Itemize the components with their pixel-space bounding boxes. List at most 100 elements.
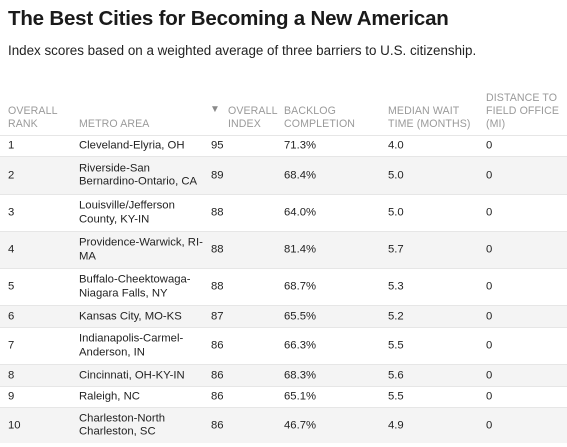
- metro-area-line: Charleston, SC: [79, 425, 156, 438]
- overall-index-cell: 86: [211, 339, 224, 352]
- overall-index-cell: 86: [211, 390, 224, 403]
- rank-cell: 9: [8, 390, 15, 403]
- metro-area-cell: Providence-Warwick, RI- MA: [79, 237, 209, 264]
- distance-cell: 0: [486, 206, 493, 219]
- rank-cell: 10: [8, 418, 21, 431]
- metro-area-line: Charleston-North: [79, 412, 166, 424]
- rank-cell: 2: [8, 168, 15, 181]
- header-line: BACKLOG: [284, 105, 336, 117]
- header-line: MEDIAN WAIT: [388, 105, 460, 117]
- column-header-overall-index[interactable]: OVERALL INDEX: [228, 105, 278, 131]
- column-header-distance-to-field-office[interactable]: DISTANCE TO FIELD OFFICE (MI): [486, 92, 559, 131]
- distance-cell: 0: [486, 368, 493, 381]
- distance-cell: 0: [486, 168, 493, 181]
- median-wait-cell: 5.0: [388, 168, 404, 181]
- rank-cell: 1: [8, 139, 15, 152]
- backlog-completion-cell: 46.7%: [284, 418, 317, 431]
- metro-area-line: Cincinnati, OH-KY-IN: [79, 368, 185, 381]
- metro-area-cell: Kansas City, MO-KS: [79, 310, 209, 324]
- backlog-completion-cell: 71.3%: [284, 139, 317, 152]
- header-line: (MI): [486, 118, 506, 130]
- overall-index-cell: 88: [211, 206, 224, 219]
- metro-area-line: Raleigh, NC: [79, 390, 140, 403]
- metro-area-cell: Charleston-North Charleston, SC: [79, 412, 209, 439]
- distance-cell: 0: [486, 280, 493, 293]
- metro-area-line: Louisville/Jefferson: [79, 199, 175, 212]
- metro-area-cell: Indianapolis-Carmel- Anderson, IN: [79, 333, 209, 360]
- rank-cell: 3: [8, 206, 15, 219]
- triangle-down-icon[interactable]: ▼: [210, 104, 220, 115]
- table-row[interactable]: 10 Charleston-North Charleston, SC 86 46.7% 4…: [0, 407, 567, 443]
- overall-index-cell: 86: [211, 368, 224, 381]
- overall-index-cell: 88: [211, 243, 224, 256]
- metro-area-line: Kansas City, MO-KS: [79, 309, 182, 322]
- backlog-completion-cell: 81.4%: [284, 243, 317, 256]
- backlog-completion-cell: 68.4%: [284, 168, 317, 181]
- table-row[interactable]: 4 Providence-Warwick, RI- MA 88 81.4% 5.7 0: [0, 231, 567, 268]
- median-wait-cell: 5.6: [388, 368, 404, 381]
- table-row[interactable]: 6 Kansas City, MO-KS 87 65.5% 5.2 0: [0, 305, 567, 327]
- metro-area-cell: Buffalo-Cheektowaga- Niagara Falls, NY: [79, 274, 209, 301]
- metro-area-cell: Louisville/Jefferson County, KY-IN: [79, 200, 209, 227]
- rank-cell: 8: [8, 368, 15, 381]
- metro-area-line: Indianapolis-Carmel-: [79, 332, 184, 345]
- backlog-completion-cell: 65.1%: [284, 390, 317, 403]
- column-header-metro-area[interactable]: METRO AREA: [79, 118, 149, 131]
- median-wait-cell: 5.0: [388, 206, 404, 219]
- median-wait-cell: 5.7: [388, 243, 404, 256]
- header-line: DISTANCE TO: [486, 92, 558, 104]
- table-row[interactable]: 9 Raleigh, NC 86 65.1% 5.5 0: [0, 386, 567, 407]
- median-wait-cell: 5.5: [388, 390, 404, 403]
- median-wait-cell: 4.0: [388, 139, 404, 152]
- header-line: RANK: [8, 118, 38, 130]
- header-line: INDEX: [228, 118, 261, 130]
- table-row[interactable]: 5 Buffalo-Cheektowaga- Niagara Falls, NY 88…: [0, 268, 567, 305]
- median-wait-cell: 5.3: [388, 280, 404, 293]
- metro-area-line: Bernardino-Ontario, CA: [79, 175, 198, 188]
- overall-index-cell: 88: [211, 280, 224, 293]
- metro-area-cell: Riverside-San Bernardino-Ontario, CA: [79, 162, 209, 189]
- column-header-overall-rank[interactable]: OVERALL RANK: [8, 105, 58, 131]
- metro-area-line: MA: [79, 250, 96, 262]
- rank-cell: 6: [8, 309, 15, 322]
- median-wait-cell: 5.5: [388, 339, 404, 352]
- table-row[interactable]: 2 Riverside-San Bernardino-Ontario, CA 89 68…: [0, 156, 567, 194]
- metro-area-line: Niagara Falls, NY: [79, 287, 168, 299]
- backlog-completion-cell: 65.5%: [284, 309, 317, 322]
- distance-cell: 0: [486, 390, 493, 403]
- distance-cell: 0: [486, 309, 493, 322]
- header-line: TIME (MONTHS): [388, 118, 471, 130]
- metro-area-line: Buffalo-Cheektowaga-: [79, 273, 191, 286]
- metro-area-line: Anderson, IN: [79, 346, 145, 358]
- metro-area-cell: Cleveland-Elyria, OH: [79, 139, 209, 153]
- header-line: FIELD OFFICE: [486, 105, 560, 117]
- header-line: OVERALL: [8, 105, 58, 117]
- metro-area-line: County, KY-IN: [79, 213, 150, 225]
- overall-index-cell: 87: [211, 309, 224, 322]
- distance-cell: 0: [486, 243, 493, 256]
- overall-index-cell: 95: [211, 139, 224, 152]
- header-line: COMPLETION: [284, 118, 356, 130]
- backlog-completion-cell: 64.0%: [284, 206, 317, 219]
- table-row[interactable]: 7 Indianapolis-Carmel- Anderson, IN 86 66.3%…: [0, 327, 567, 364]
- backlog-completion-cell: 68.7%: [284, 280, 317, 293]
- metro-area-line: Providence-Warwick, RI-: [79, 236, 203, 249]
- distance-cell: 0: [486, 139, 493, 152]
- table-row[interactable]: 3 Louisville/Jefferson County, KY-IN 88 64.0…: [0, 194, 567, 231]
- distance-cell: 0: [486, 339, 493, 352]
- rank-cell: 7: [8, 339, 15, 352]
- column-header-median-wait-time[interactable]: MEDIAN WAIT TIME (MONTHS): [388, 105, 471, 131]
- median-wait-cell: 5.2: [388, 309, 404, 322]
- distance-cell: 0: [486, 418, 493, 431]
- table-row[interactable]: 1 Cleveland-Elyria, OH 95 71.3% 4.0 0: [0, 135, 567, 156]
- backlog-completion-cell: 68.3%: [284, 368, 317, 381]
- metro-area-line: Cleveland-Elyria, OH: [79, 139, 185, 152]
- page-subtitle: Index scores based on a weighted average…: [8, 43, 477, 58]
- backlog-completion-cell: 66.3%: [284, 339, 317, 352]
- metro-area-line: Riverside-San: [79, 162, 150, 174]
- table-row[interactable]: 8 Cincinnati, OH-KY-IN 86 68.3% 5.6 0: [0, 364, 567, 386]
- header-line: METRO AREA: [79, 118, 150, 130]
- table-body: 1 Cleveland-Elyria, OH 95 71.3% 4.0 0 2 Riversi…: [0, 135, 567, 443]
- column-header-backlog-completion[interactable]: BACKLOG COMPLETION: [284, 105, 355, 131]
